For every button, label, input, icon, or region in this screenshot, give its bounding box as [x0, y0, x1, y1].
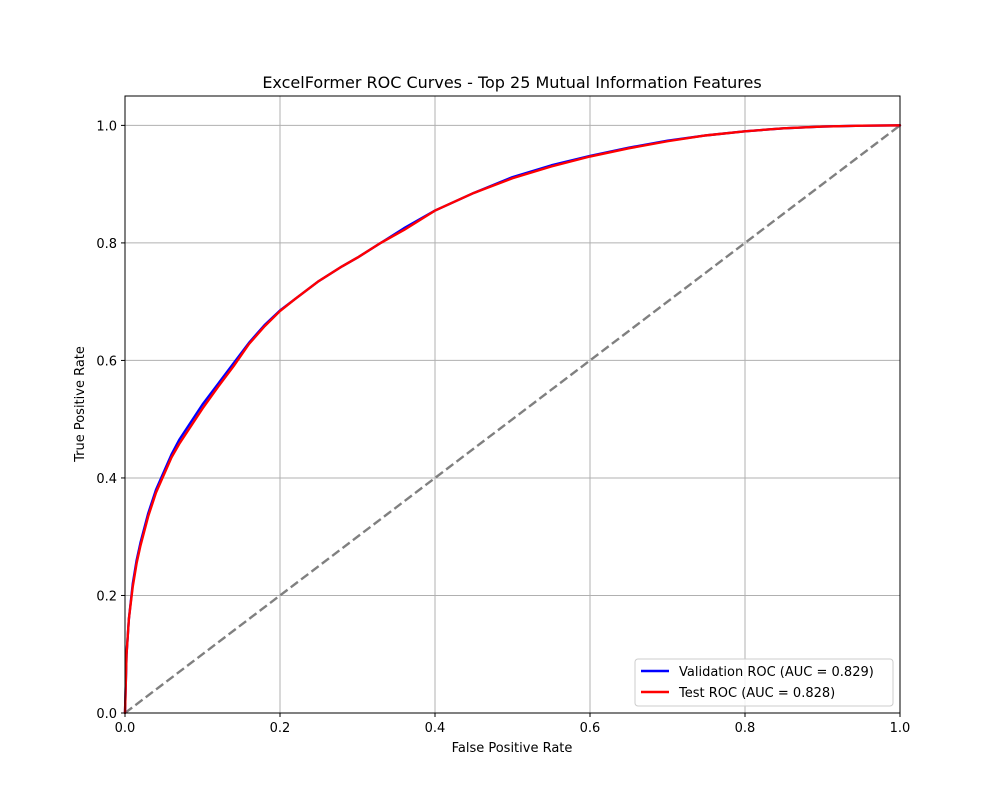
- legend-label: Test ROC (AUC = 0.828): [678, 686, 835, 701]
- legend-label: Validation ROC (AUC = 0.829): [679, 665, 874, 680]
- x-tick-label: 0.2: [270, 721, 291, 736]
- y-axis-label: True Positive Rate: [73, 346, 88, 463]
- grid-layer: [124, 96, 901, 714]
- y-tick-label: 0.0: [96, 707, 117, 722]
- chance-diagonal-line: [124, 124, 901, 714]
- y-tick-label: 0.2: [96, 589, 117, 604]
- x-axis-label: False Positive Rate: [452, 741, 573, 756]
- x-tick-label: 0.4: [425, 721, 446, 736]
- plot-frame: [124, 95, 901, 714]
- y-tick-label: 0.8: [96, 237, 117, 252]
- x-tick-label: 0.0: [115, 721, 136, 736]
- legend-box: [634, 658, 894, 707]
- y-tick-label: 1.0: [96, 119, 117, 134]
- x-tick-layer: 0.0 0.2 0.4 0.6 0.8 1.0: [115, 713, 911, 736]
- y-tick-label: 0.4: [96, 472, 117, 487]
- x-tick-label: 0.8: [735, 721, 756, 736]
- legend: Validation ROC (AUC = 0.829) Test ROC (AU…: [634, 658, 894, 707]
- y-tick-layer: 0.0 0.2 0.4 0.6 0.8 1.0: [96, 119, 125, 722]
- test-roc-line: [123, 124, 902, 715]
- x-tick-label: 0.6: [580, 721, 601, 736]
- chart-title: ExcelFormer ROC Curves - Top 25 Mutual I…: [262, 73, 761, 92]
- y-tick-label: 0.6: [96, 354, 117, 369]
- series-layer: [123, 124, 902, 715]
- x-tick-label: 1.0: [890, 721, 911, 736]
